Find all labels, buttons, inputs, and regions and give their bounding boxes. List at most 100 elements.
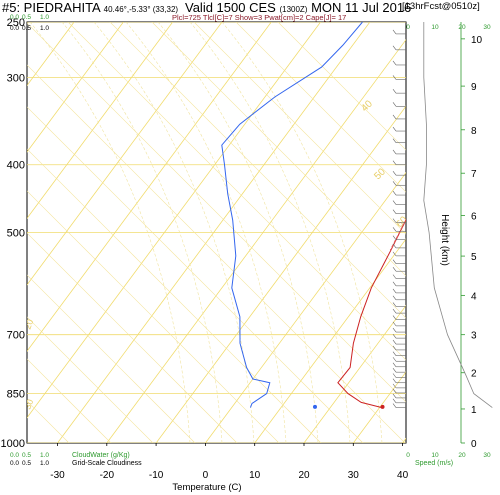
parcel-line [389,218,406,251]
wind-barb-flag [392,333,397,339]
dry-adiabat-line [27,232,238,443]
isotherm-line [106,39,406,443]
wind-barb-flag [392,45,397,51]
dry-adiabat-line [67,22,406,361]
station-coords: 40.46°,-5.33° (33,32) [103,5,179,14]
isotherm-line [27,22,223,286]
moist-adiabat-line [93,22,255,443]
wind-barb-flag [392,383,397,389]
cloudwater-tick-top: 0.5 [22,14,31,21]
dewpoint-line [221,22,363,408]
isotherm-line [303,304,406,443]
dry-adiabat-line [27,64,406,443]
x-axis-label: Temperature (C) [172,482,241,493]
pressure-tick-label: 850 [7,389,25,401]
isotherm-line [57,22,371,443]
cloudiness-tick-top: 1.0 [40,25,49,32]
height-tick-label: 10 [471,35,483,46]
height-tick-label: 3 [471,331,477,342]
wind-barb-flag [392,149,397,155]
wind-barb-flag [392,126,397,132]
isotherm-line [205,171,406,443]
wind-barb-flag [392,398,397,403]
temp-tick-label: 0 [203,470,209,481]
wind-barb-flag [392,160,397,165]
isotherm-line [27,22,321,419]
pressure-tick-label: 1000 [1,438,25,450]
speed-tick: 20 [458,452,466,459]
moist-adiabat-line [125,22,287,443]
dry-adiabat-line [27,190,280,443]
pressure-tick-label: 500 [7,228,25,240]
temp-tick-label: 10 [249,470,261,481]
wind-barb-flag [392,362,397,367]
height-axis-label: Height (km) [439,214,450,266]
sounding-lines [221,22,406,409]
wind-barb-flag [392,327,397,333]
wind-barb-flag [392,295,397,300]
cloudwater-tick: 1.0 [40,452,49,459]
temp-tick-label: 20 [298,470,310,481]
wind-barb-flag [392,171,397,176]
dry-adiabat-line [27,106,364,443]
pressure-tick-label: 700 [7,330,25,342]
wind-speed-line [423,22,493,408]
wind-barb-flag [392,345,397,351]
wind-barb-flag [392,302,397,307]
wind-barb-flag [392,378,397,383]
adiabat-label: 60 [394,214,410,230]
cloudwater-tick: 0.5 [22,452,31,459]
pressure-tick-label: 250 [7,17,25,29]
moist-adiabat-line [157,22,319,443]
height-tick-label: 8 [471,126,477,137]
temperature-axis: -30 -20 -10 0 10 20 30 40 [50,443,409,481]
isotherm-line [27,22,124,153]
cloudwater-tick: 0.0 [10,452,19,459]
valid-zulu: (1300Z) [279,5,308,14]
wind-barb-flag [392,308,397,314]
speed-tick-top: 0 [406,24,410,31]
dry-adiabat-line [109,22,406,319]
wind-barb-flag [392,218,397,223]
temp-tick-label: -10 [149,470,164,481]
moist-adiabat-line [189,22,351,443]
wind-barb-flag [392,190,397,196]
temperature-line [337,218,406,409]
wind-barb-flag [392,259,397,264]
wind-barb-flag [392,235,397,240]
speed-tick-top: 10 [431,24,439,31]
surface-point [312,404,317,409]
surface-point [380,404,385,409]
speed-tick: 30 [483,452,491,459]
cloudwater-tick-top: 0.0 [10,14,19,21]
cloudiness-tick-top: 0.0 [10,25,19,32]
isotherm-line [27,22,174,220]
wind-barb-flag [392,368,397,373]
wind-barb-flag [392,114,397,120]
wind-barb-flag [392,403,397,408]
height-tick-label: 1 [471,405,477,416]
wind-barb-flag [392,75,397,80]
height-tick-label: 5 [471,252,477,263]
wind-barb-flag [392,88,397,94]
wind-barb-flag [392,288,397,294]
dry-adiabat-line [27,274,196,443]
wind-barb-flag [392,138,397,143]
height-tick-label: 6 [471,212,477,223]
height-tick-label: 2 [471,369,477,380]
moist-adiabat-line [61,22,223,443]
wind-barb-flag [392,357,397,362]
height-and-wind-panel: 0 1 2 3 4 5 6 7 8 9 10 [392,22,493,450]
sounding-params: Plcl=725 Tlcl[C]=7 Show=3 Pwat[cm]=2 Cap… [172,13,347,22]
wind-barb-flag [392,393,397,399]
isotherm-line [254,238,406,443]
moist-adiabat-line [221,22,383,443]
height-tick-label: 9 [471,82,477,93]
bottom-scales: 0.00.00.50.51.01.00.00.00.50.51.01.00010… [10,14,491,467]
wind-barb-flag [392,209,397,214]
temp-tick-label: -30 [50,470,65,481]
cloudiness-tick-top: 0.5 [22,25,31,32]
height-tick-label: 4 [471,291,477,302]
